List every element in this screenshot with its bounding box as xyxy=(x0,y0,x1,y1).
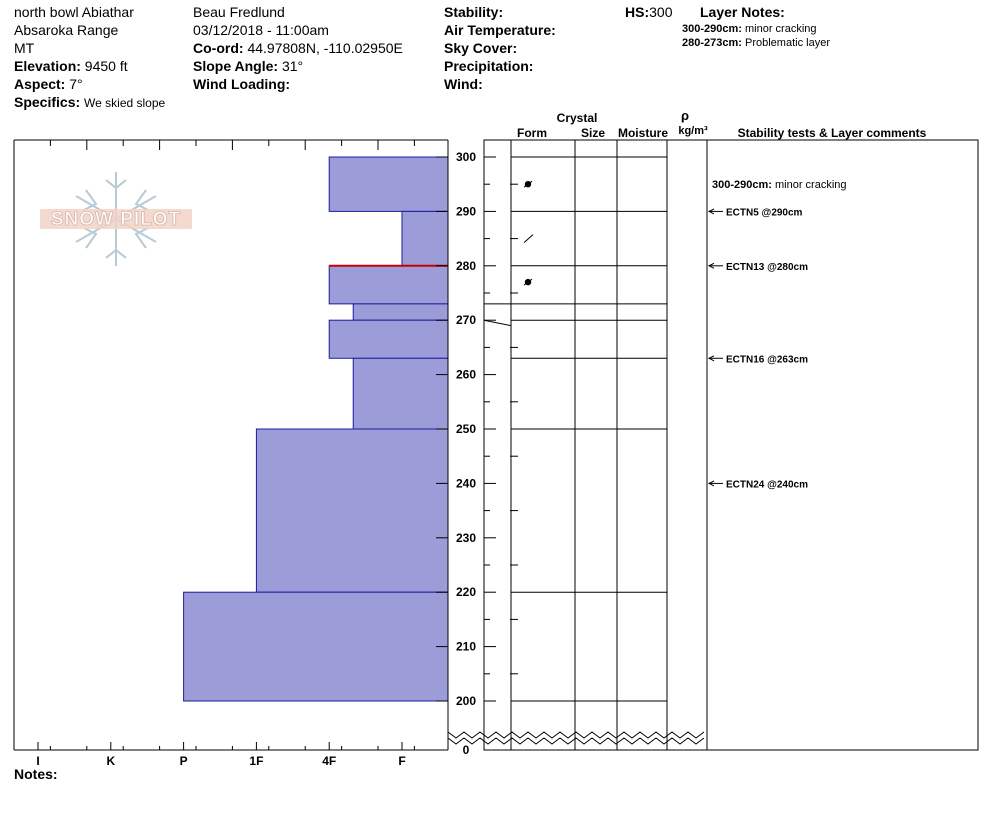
hs-label: HS: xyxy=(625,4,650,20)
depth-tick-label: 0 xyxy=(463,743,470,757)
precip-label: Precipitation: xyxy=(444,58,534,74)
layer-comment: 300-290cm: minor cracking xyxy=(712,179,847,191)
observer-name: Beau Fredlund xyxy=(193,4,285,20)
elevation-row: Elevation: 9450 ft xyxy=(14,57,128,75)
depth-tick-label: 200 xyxy=(456,694,476,708)
test-pointer-arrow xyxy=(707,480,715,487)
range-name: Absaroka Range xyxy=(14,22,119,38)
specifics-row: Specifics: We skied slope xyxy=(14,93,165,112)
layer-note-range: 280-273cm: xyxy=(682,37,742,49)
column-headers: Crystal Form Size Moisture ρ kg/m³ Stabi… xyxy=(517,108,927,140)
hardness-layer-bar xyxy=(328,319,449,359)
state-name: MT xyxy=(14,40,35,56)
sky-cover-label: Sky Cover: xyxy=(444,40,518,56)
aspect-row: Aspect: 7° xyxy=(14,75,83,93)
test-pointer-arrow xyxy=(707,262,715,269)
axis-break-zigzag xyxy=(447,737,705,745)
hs-row: HS:300 xyxy=(625,3,672,21)
hardness-layer-bar xyxy=(255,428,449,593)
test-pointer-arrow xyxy=(707,355,715,362)
layer-note-text: minor cracking xyxy=(745,23,817,35)
hardness-layer-bar xyxy=(183,591,449,702)
density-unit: kg/m³ xyxy=(678,125,708,137)
logo-text: SNOW PILOT xyxy=(51,209,181,230)
density-symbol: ρ xyxy=(681,108,689,123)
slope-value: 31° xyxy=(281,58,304,74)
aspect-label: Aspect: xyxy=(14,76,66,92)
specifics-label: Specifics: xyxy=(14,94,81,110)
stability-test-label: ECTN24 @240cm xyxy=(726,479,808,490)
hardness-tick-label: 4F xyxy=(322,754,336,768)
wind-loading-label: Wind Loading: xyxy=(193,76,291,92)
hardness-layer-bar xyxy=(328,265,449,305)
elevation-label: Elevation: xyxy=(14,58,81,74)
aspect-value: 7° xyxy=(69,76,83,92)
hardness-tick-label: P xyxy=(180,754,188,768)
coord-label: Co-ord: xyxy=(193,40,244,56)
comments-frame xyxy=(706,139,979,751)
layer-note-2: 280-273cm: Problematic layer xyxy=(682,36,830,50)
hardness-panel: SNOW PILOT I K P 1F 4F F xyxy=(13,139,449,768)
depth-tick-label: 300 xyxy=(456,150,476,164)
depth-tick-label: 250 xyxy=(456,422,476,436)
decomposing-fragment-icon xyxy=(523,234,534,243)
snowpilot-logo: SNOW PILOT xyxy=(40,172,192,266)
stability-label: Stability: xyxy=(444,4,504,20)
hardness-tick-label: K xyxy=(106,754,115,768)
hardness-layer-bar xyxy=(352,303,449,321)
hardness-tick-label: I xyxy=(36,754,39,768)
slope-row: Slope Angle: 31° xyxy=(193,57,303,75)
comments-header: Stability tests & Layer comments xyxy=(738,126,927,140)
stability-test-label: ECTN5 @290cm xyxy=(726,207,803,218)
moisture-header: Moisture xyxy=(618,126,668,140)
location-name: north bowl Abiathar xyxy=(14,4,134,20)
depth-tick-label: 260 xyxy=(456,368,476,382)
hardness-layer-bar xyxy=(401,210,449,267)
coord-row: Co-ord: 44.97808N, -110.02950E xyxy=(193,39,403,57)
layer-notes-label: Layer Notes: xyxy=(700,4,785,20)
test-pointer-arrow xyxy=(707,208,715,215)
depth-tick-label: 210 xyxy=(456,640,476,654)
axis-break-zigzag xyxy=(447,731,705,739)
wind-label: Wind: xyxy=(444,76,483,92)
layer-note-text: Problematic layer xyxy=(745,37,830,49)
hs-value: 300 xyxy=(649,4,673,20)
elevation-value: 9450 ft xyxy=(84,58,128,74)
precipitation-particle-icon-stroke xyxy=(523,180,533,188)
crystal-header: Crystal xyxy=(557,111,598,125)
stability-test-label: ECTN13 @280cm xyxy=(726,262,808,273)
hardness-tick-label: F xyxy=(398,754,405,768)
hardness-layer-bar xyxy=(352,357,449,430)
layer-connector xyxy=(483,319,512,327)
stability-test-label: ECTN16 @263cm xyxy=(726,354,808,365)
depth-tick-label: 220 xyxy=(456,585,476,599)
slope-label: Slope Angle: xyxy=(193,58,279,74)
specifics-value: We skied slope xyxy=(84,96,166,110)
hardness-tick-label: 1F xyxy=(249,754,263,768)
notes-label: Notes: xyxy=(14,766,58,782)
crystal-frame xyxy=(483,139,708,751)
layer-note-1: 300-290cm: minor cracking xyxy=(682,22,817,36)
size-header: Size xyxy=(581,126,605,140)
depth-tick-label: 230 xyxy=(456,531,476,545)
observation-datetime: 03/12/2018 - 11:00am xyxy=(193,22,329,38)
layer-note-range: 300-290cm: xyxy=(682,23,742,35)
precipitation-particle-icon-stroke xyxy=(523,278,533,286)
air-temp-label: Air Temperature: xyxy=(444,22,556,38)
coord-value: 44.97808N, -110.02950E xyxy=(247,40,403,56)
depth-tick-label: 280 xyxy=(456,259,476,273)
depth-tick-label: 270 xyxy=(456,313,476,327)
hardness-layer-bar xyxy=(328,156,449,212)
form-header: Form xyxy=(517,126,547,140)
depth-tick-label: 240 xyxy=(456,476,476,490)
logo-banner xyxy=(40,209,192,229)
depth-tick-label: 290 xyxy=(456,204,476,218)
